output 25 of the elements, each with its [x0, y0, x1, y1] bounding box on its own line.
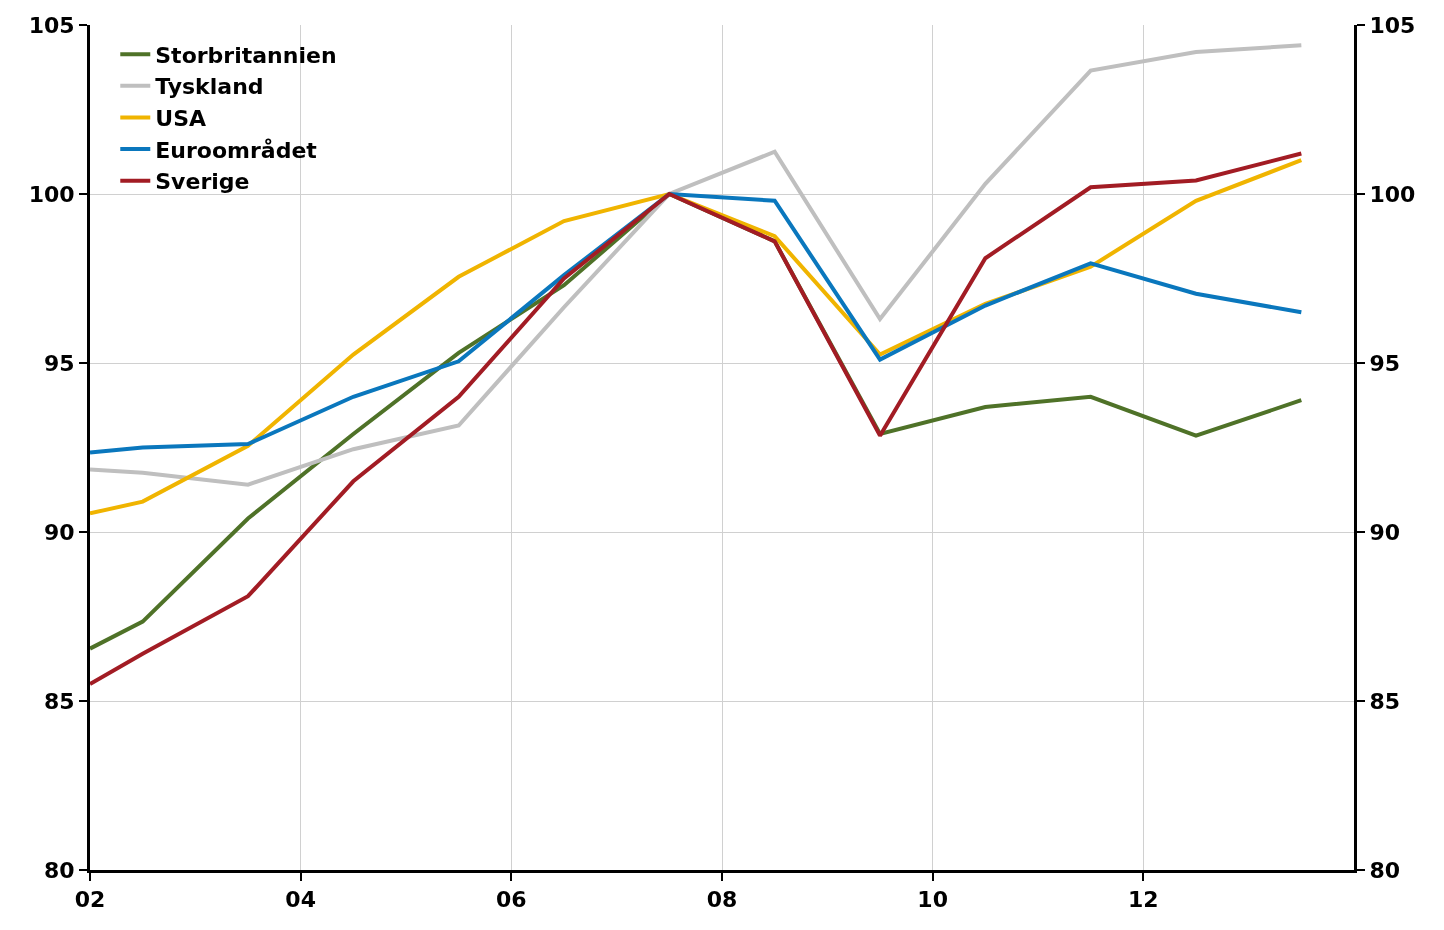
x-tick-label: 06 — [496, 887, 527, 913]
y2-tick-label: 95 — [1369, 350, 1401, 376]
x-tick-label: 10 — [917, 887, 948, 913]
y-tick-label: 95 — [43, 350, 75, 376]
legend-label: Sverige — [155, 169, 250, 195]
x-tick-label: 04 — [285, 887, 316, 913]
legend-label: Storbritannien — [155, 42, 337, 68]
y2-tick-label: 85 — [1369, 688, 1401, 714]
y-tick-label: 100 — [28, 181, 75, 207]
line-series — [90, 192, 1304, 455]
x-tick-label: 12 — [1128, 887, 1159, 913]
x-tick-label: 02 — [74, 887, 106, 913]
x-tick-label: 08 — [706, 887, 738, 913]
y-tick-label: 85 — [43, 688, 75, 714]
y2-tick-label: 90 — [1369, 519, 1401, 545]
y2-tick-label: 80 — [1369, 857, 1401, 883]
y2-tick-label: 105 — [1369, 12, 1416, 38]
legend-label: Euroområdet — [155, 137, 318, 163]
y-tick-label: 105 — [28, 12, 75, 38]
y-tick-label: 90 — [43, 519, 75, 545]
y2-tick-label: 100 — [1369, 181, 1416, 207]
legend-label: Tyskland — [155, 74, 264, 100]
y-tick-label: 80 — [43, 857, 75, 883]
line-series — [90, 43, 1304, 487]
legend-label: USA — [155, 106, 207, 132]
